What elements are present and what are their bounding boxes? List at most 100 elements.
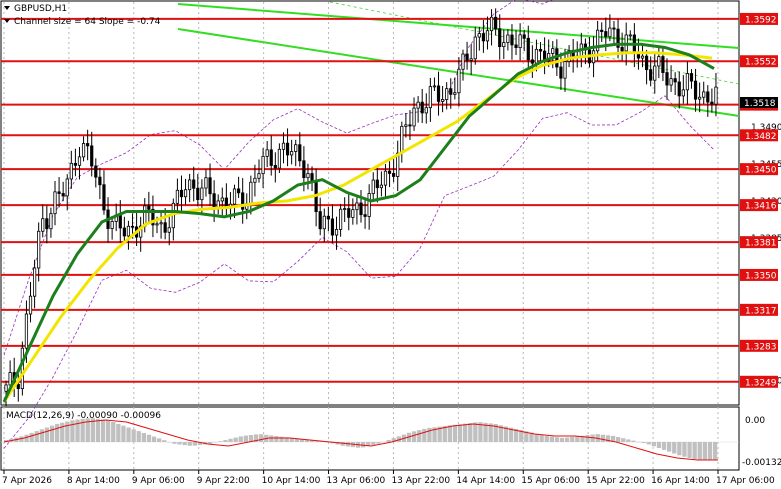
macd-bar (95, 418, 101, 442)
candle-body (8, 372, 12, 386)
macd-bar (631, 440, 636, 442)
macd-bar (274, 436, 279, 442)
candle-body (563, 61, 567, 79)
candle-body (416, 101, 420, 109)
macd-axis-bottom: -0.00132 (742, 458, 781, 468)
macd-bar (621, 438, 626, 442)
candle-body (461, 53, 465, 70)
candle-body (628, 34, 632, 37)
dropdown-triangle-icon[interactable] (4, 6, 10, 10)
candle-body (110, 221, 114, 229)
candle-body (343, 208, 347, 210)
candle-body (612, 27, 616, 30)
macd-bar (172, 442, 177, 444)
candle-body (677, 81, 681, 97)
candle-body (428, 86, 432, 109)
candle-body (383, 170, 388, 186)
candle-body (277, 148, 282, 169)
candle-body (453, 92, 457, 95)
candle-body (16, 384, 20, 390)
candle-body (489, 16, 494, 32)
candle-body (457, 68, 461, 94)
macd-bar (345, 442, 350, 447)
macd-bar (111, 422, 116, 442)
level-label: 1.3249 (745, 378, 777, 388)
candle-body (665, 72, 669, 86)
macd-bar (24, 434, 29, 442)
candle-body (4, 384, 8, 392)
candle-body (175, 189, 179, 204)
current-price-label: 1.3518 (744, 99, 776, 109)
candle-body (367, 193, 371, 217)
macd-bar (192, 442, 197, 446)
candle-body (241, 192, 245, 210)
macd-bar (524, 431, 529, 442)
candle-body (147, 205, 151, 210)
candle-body (281, 142, 286, 150)
level-label-bg (740, 236, 778, 249)
x-tick-label: 15 Apr 06:00 (521, 476, 580, 486)
x-tick-label: 7 Apr 2026 (2, 476, 52, 486)
candle-body (620, 46, 624, 52)
macd-bar (626, 439, 631, 442)
macd-bar (463, 423, 468, 442)
candle-body (188, 179, 192, 191)
candle-body (432, 85, 437, 88)
macd-bar (417, 430, 422, 442)
macd-bar (299, 439, 305, 442)
candle-body (122, 227, 126, 237)
candle-body (261, 155, 265, 175)
candle-body (379, 184, 384, 189)
candle-body (673, 78, 677, 83)
candle-body (183, 189, 188, 198)
candle-body (645, 55, 649, 71)
macd-bar (126, 427, 131, 442)
candle-body (45, 218, 49, 230)
candle-body (330, 218, 335, 236)
candle-body (420, 101, 424, 114)
candle-body (714, 86, 718, 105)
candle-body (220, 197, 224, 202)
macd-bar (396, 436, 401, 442)
macd-bar (702, 442, 707, 460)
macd-bar (580, 435, 585, 442)
candle-body (179, 189, 184, 198)
candle-body (404, 124, 408, 127)
x-tick-label: 9 Apr 06:00 (132, 476, 185, 486)
candle-body (698, 96, 702, 100)
candle-body (502, 42, 506, 48)
candle-body (616, 28, 620, 48)
candle-body (681, 89, 685, 97)
macd-bar (34, 431, 39, 442)
candle-body (41, 218, 45, 232)
candle-body (657, 56, 661, 67)
candle-body (73, 162, 77, 166)
candle-body (94, 165, 98, 178)
candles (4, 8, 718, 407)
macd-bar (600, 434, 605, 442)
macd-bar (29, 432, 34, 442)
macd-bar (253, 434, 259, 442)
level-label: 1.3350 (745, 271, 777, 281)
candle-body (473, 36, 477, 60)
macd-bar (371, 442, 376, 445)
macd-bar (437, 426, 442, 442)
level-label: 1.3592 (745, 15, 777, 25)
macd-bar (498, 425, 503, 442)
macd-bar (554, 437, 560, 442)
level-label: 1.3283 (745, 342, 777, 352)
candle-body (649, 69, 653, 81)
candle-body (338, 208, 343, 230)
candle-body (253, 177, 257, 183)
level-label: 1.3381 (745, 239, 777, 249)
level-label-bg (740, 163, 778, 176)
candle-body (710, 101, 714, 105)
macd-bar (49, 425, 55, 442)
macd-bar (177, 442, 182, 445)
candle-body (347, 208, 351, 218)
bollinger-lower (3, 95, 715, 449)
macd-bar (473, 422, 478, 442)
symbol-label: GBPUSD,H1 (14, 4, 67, 14)
macd-bar (304, 439, 310, 442)
